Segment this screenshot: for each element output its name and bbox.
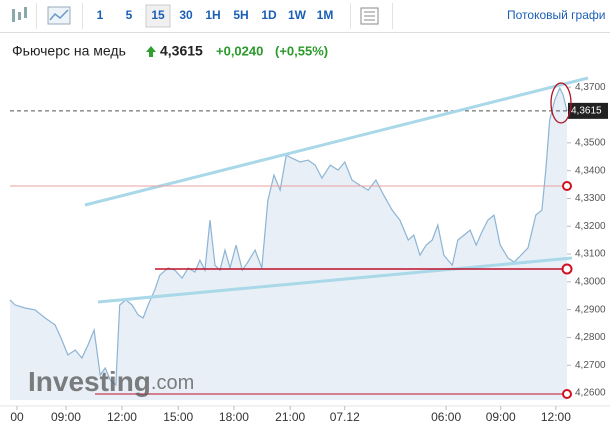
x-tick-label: 09:00: [486, 410, 516, 424]
trendline: [84, 76, 589, 207]
interval-button[interactable]: 15: [151, 8, 165, 22]
x-tick-label: 09:00: [51, 410, 81, 424]
interval-button[interactable]: 5: [126, 8, 133, 22]
change: +0,0240: [216, 43, 263, 58]
level-handle: [562, 181, 572, 191]
x-tick-label: 07.12: [330, 410, 360, 424]
separator: [82, 3, 83, 29]
x-tick-label: 18:00: [219, 410, 249, 424]
interval-button[interactable]: 1: [97, 8, 104, 22]
y-tick-label: 4,3000: [575, 276, 606, 287]
interval-button[interactable]: 1D: [261, 8, 277, 22]
trendline: [97, 256, 573, 304]
y-tick-label: 4,2700: [575, 360, 606, 371]
settings-icon[interactable]: [360, 7, 379, 25]
x-tick-label: 12:00: [107, 410, 137, 424]
separator: [350, 3, 351, 29]
x-tick-label: 15:00: [163, 410, 193, 424]
price: 4,3615: [160, 43, 203, 59]
price-tag: [568, 102, 608, 119]
interval-button[interactable]: 1M: [317, 8, 334, 22]
level-handle: [562, 389, 572, 399]
watermark-brand: Investing: [28, 366, 151, 397]
y-tick-label: 4,3300: [575, 193, 606, 204]
price-tag-label: 4,3615: [571, 106, 602, 117]
x-tick-label: 21:00: [275, 410, 305, 424]
y-tick-label: 4,2600: [575, 388, 606, 399]
interval-button[interactable]: 5H: [233, 8, 248, 22]
interval-buttons: 1 5 15 30 1H 5H 1D 1W 1M: [97, 4, 334, 28]
interval-button[interactable]: 1W: [288, 8, 307, 22]
y-tick-label: 4,3500: [575, 137, 606, 148]
instrument-title: Фьючерс на медь: [12, 43, 126, 59]
y-tick-label: 4,2900: [575, 304, 606, 315]
highlight-ellipse: [550, 82, 572, 124]
plot: 4,2600 4,2700 4,2800 4,2900 4,3000 4,3100 4,32…: [0, 82, 610, 424]
price-line: [9, 86, 568, 387]
selected-box: [145, 4, 171, 28]
separator: [392, 3, 393, 29]
area-icon[interactable]: [47, 6, 71, 25]
y-tick-label: 4,3200: [575, 221, 606, 232]
y-tick-label: 4,2800: [575, 332, 606, 343]
y-tick-label: 4,3100: [575, 249, 606, 260]
y-tick-label: 4,3700: [575, 82, 606, 93]
y-tick-label: 4,3400: [575, 165, 606, 176]
separator: [36, 3, 37, 29]
streaming-link[interactable]: Потоковый графи: [507, 8, 605, 22]
candles-icon[interactable]: [12, 7, 27, 22]
x-tick-label: 12:00: [541, 410, 571, 424]
x-tick-label: 06:00: [431, 410, 461, 424]
level-handle: [561, 263, 573, 275]
divider: [0, 32, 610, 33]
interval-button[interactable]: 30: [179, 8, 193, 22]
area: [10, 88, 567, 400]
drawings: [10, 76, 589, 399]
watermark-suffix: .com: [151, 372, 194, 394]
x-tick-label: 00: [10, 410, 24, 424]
watermark: Investing.com: [28, 366, 194, 397]
up-arrow: [146, 46, 156, 57]
interval-button[interactable]: 1H: [205, 8, 220, 22]
change-pct: (+0,55%): [275, 43, 328, 58]
